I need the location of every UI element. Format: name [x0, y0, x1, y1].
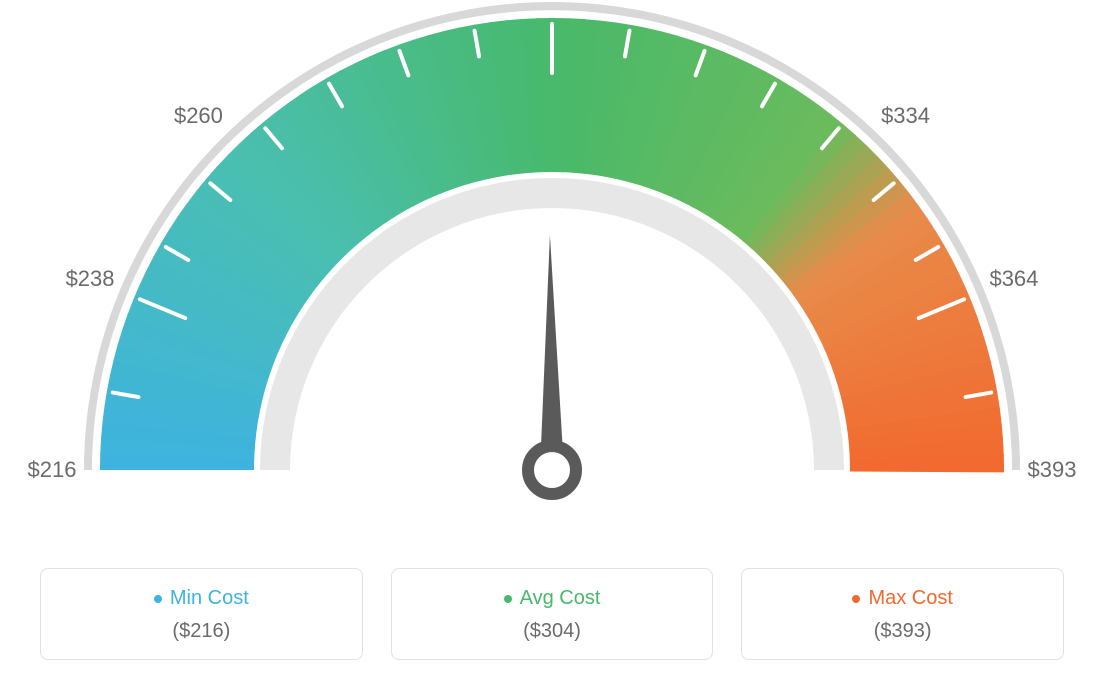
tick-label: $364 — [989, 266, 1038, 292]
legend-title-min: Min Cost — [154, 587, 249, 610]
legend-label-avg: Avg Cost — [520, 587, 601, 610]
legend-card-max: Max Cost ($393) — [741, 568, 1064, 660]
legend-title-max: Max Cost — [852, 587, 952, 610]
needle — [540, 235, 564, 470]
legend-label-max: Max Cost — [868, 587, 952, 610]
legend-card-min: Min Cost ($216) — [40, 568, 363, 660]
gauge-svg — [0, 0, 1104, 560]
legend-dot-min — [154, 595, 162, 603]
tick-label: $238 — [66, 266, 115, 292]
tick-label: $260 — [174, 103, 223, 129]
legend-card-avg: Avg Cost ($304) — [391, 568, 714, 660]
tick-label: $216 — [28, 457, 77, 483]
gauge-area: $216$238$260$304$334$364$393 — [0, 0, 1104, 560]
legend-label-min: Min Cost — [170, 587, 249, 610]
legend-row: Min Cost ($216) Avg Cost ($304) Max Cost… — [40, 568, 1064, 660]
legend-title-avg: Avg Cost — [504, 587, 601, 610]
tick-label: $334 — [881, 103, 930, 129]
legend-value-avg: ($304) — [402, 620, 703, 643]
legend-value-max: ($393) — [752, 620, 1053, 643]
legend-dot-max — [852, 595, 860, 603]
gauge-chart-container: $216$238$260$304$334$364$393 Min Cost ($… — [0, 0, 1104, 690]
tick-label: $393 — [1028, 457, 1077, 483]
needle-hub — [528, 446, 576, 494]
legend-value-min: ($216) — [51, 620, 352, 643]
legend-dot-avg — [504, 595, 512, 603]
